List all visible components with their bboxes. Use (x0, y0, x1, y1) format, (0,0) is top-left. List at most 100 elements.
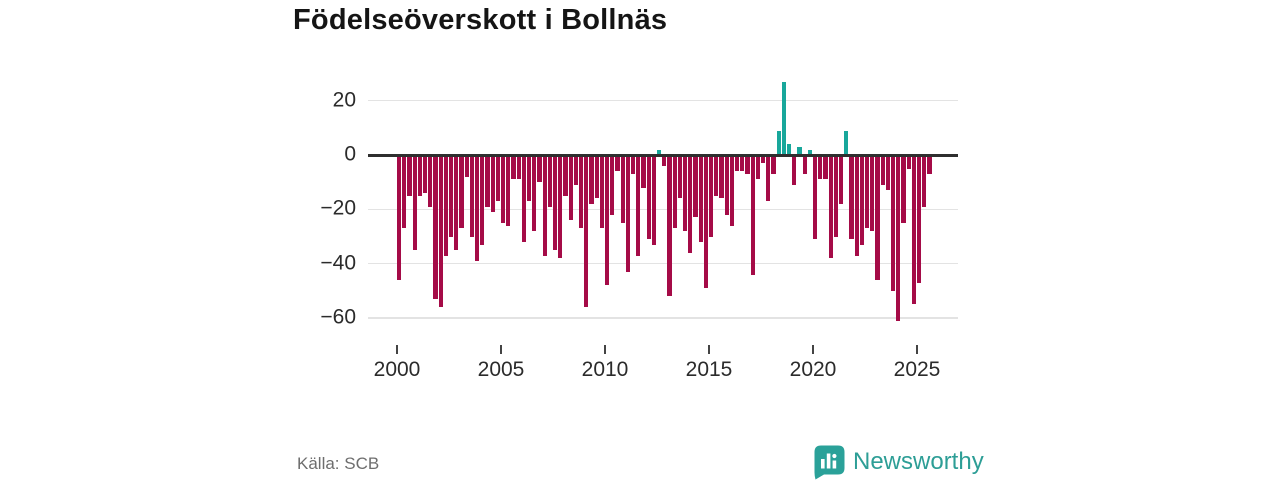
quarter-bar (844, 130, 849, 155)
quarter-bar (397, 155, 402, 280)
x-axis-tick-mark (604, 345, 606, 354)
x-axis-tick-label: 2015 (685, 358, 733, 381)
quarter-bar (495, 155, 500, 202)
quarter-bar (433, 155, 438, 299)
quarter-bar (641, 155, 646, 188)
y-gridline (368, 208, 958, 211)
quarter-bar (662, 155, 667, 166)
quarter-bar (553, 155, 558, 251)
quarter-bar (885, 155, 890, 191)
quarter-bar (584, 155, 589, 308)
quarter-bar (917, 155, 922, 283)
quarter-bar (537, 155, 542, 183)
quarter-bar (766, 155, 771, 202)
quarter-bar (480, 155, 485, 245)
quarter-bar (501, 155, 506, 223)
quarter-bar (563, 155, 568, 196)
quarter-bar (719, 155, 724, 199)
quarter-bar (631, 155, 636, 175)
quarter-bar (667, 155, 672, 297)
x-axis-tick-mark (916, 345, 918, 354)
quarter-bar (813, 155, 818, 240)
zero-axis-line (368, 153, 958, 157)
quarter-bar (911, 155, 916, 305)
y-gridline (368, 317, 958, 319)
x-axis-tick-mark (396, 345, 398, 354)
quarter-bar (906, 155, 911, 169)
y-axis-tick-label: −40 (320, 251, 356, 275)
quarter-bar (521, 155, 526, 242)
quarter-bar (859, 155, 864, 245)
chart-title: Födelseöverskott i Bollnäs (293, 4, 668, 36)
quarter-bar (880, 155, 885, 185)
x-axis-tick-mark (500, 345, 502, 354)
quarter-bar (761, 155, 766, 164)
quarter-bar (755, 155, 760, 180)
quarter-bar (428, 155, 433, 207)
quarter-bar (922, 155, 927, 207)
quarter-bar (901, 155, 906, 223)
quarter-bar (407, 155, 412, 196)
quarter-bar (475, 155, 480, 261)
quarter-bar (605, 155, 610, 286)
quarter-bar (417, 155, 422, 196)
x-axis-tick-mark (812, 345, 814, 354)
quarter-bar (693, 155, 698, 218)
quarter-bar (542, 155, 547, 256)
quarter-bar (802, 155, 807, 175)
quarter-bar (657, 149, 662, 155)
x-axis-tick-mark (708, 345, 710, 354)
quarter-bar (683, 155, 688, 232)
y-gridline (368, 262, 958, 265)
quarter-bar (532, 155, 537, 232)
quarter-bar (646, 155, 651, 240)
quarter-bar (776, 130, 781, 155)
quarter-bar (818, 155, 823, 180)
quarter-bar (729, 155, 734, 226)
x-axis-tick-label: 2025 (893, 358, 941, 381)
quarter-bar (771, 155, 776, 175)
source-label: Källa: SCB (297, 454, 380, 473)
quarter-bar (870, 155, 875, 232)
quarter-bar (568, 155, 573, 221)
quarter-bar (625, 155, 630, 272)
quarter-bar (599, 155, 604, 229)
brand-logo: Newsworthy (814, 444, 984, 480)
brand-name: Newsworthy (853, 448, 984, 475)
newsworthy-pin-barchart-icon (814, 445, 845, 479)
quarter-bar (823, 155, 828, 180)
quarter-bar (688, 155, 693, 253)
y-gridline (368, 99, 958, 102)
quarter-bar (449, 155, 454, 237)
quarter-bar (651, 155, 656, 245)
quarter-bar (459, 155, 464, 229)
quarter-bar (875, 155, 880, 280)
quarter-bar (896, 155, 901, 321)
x-axis-tick-label: 2005 (477, 358, 525, 381)
quarter-bar (724, 155, 729, 215)
quarter-bar (735, 155, 740, 172)
quarter-bar (636, 155, 641, 256)
quarter-bar (615, 155, 620, 172)
quarter-bar (865, 155, 870, 229)
quarter-bar (833, 155, 838, 237)
quarter-bar (745, 155, 750, 175)
quarter-bar (620, 155, 625, 223)
quarter-bar (698, 155, 703, 242)
quarter-bar (454, 155, 459, 251)
quarter-bar (527, 155, 532, 202)
quarter-bar (839, 155, 844, 204)
quarter-bar (740, 155, 745, 172)
quarter-bar (490, 155, 495, 213)
quarter-bar (412, 155, 417, 251)
x-axis-tick-label: 2010 (581, 358, 629, 381)
x-axis-tick-label: 2000 (373, 358, 421, 381)
quarter-bar (792, 155, 797, 185)
y-axis-tick-label: 0 (344, 142, 356, 166)
quarter-bar (579, 155, 584, 229)
quarter-bar (594, 155, 599, 199)
y-axis-tick-label: −60 (320, 305, 356, 329)
quarter-bar (714, 155, 719, 196)
quarter-bar (927, 155, 932, 175)
quarter-bar (464, 155, 469, 177)
